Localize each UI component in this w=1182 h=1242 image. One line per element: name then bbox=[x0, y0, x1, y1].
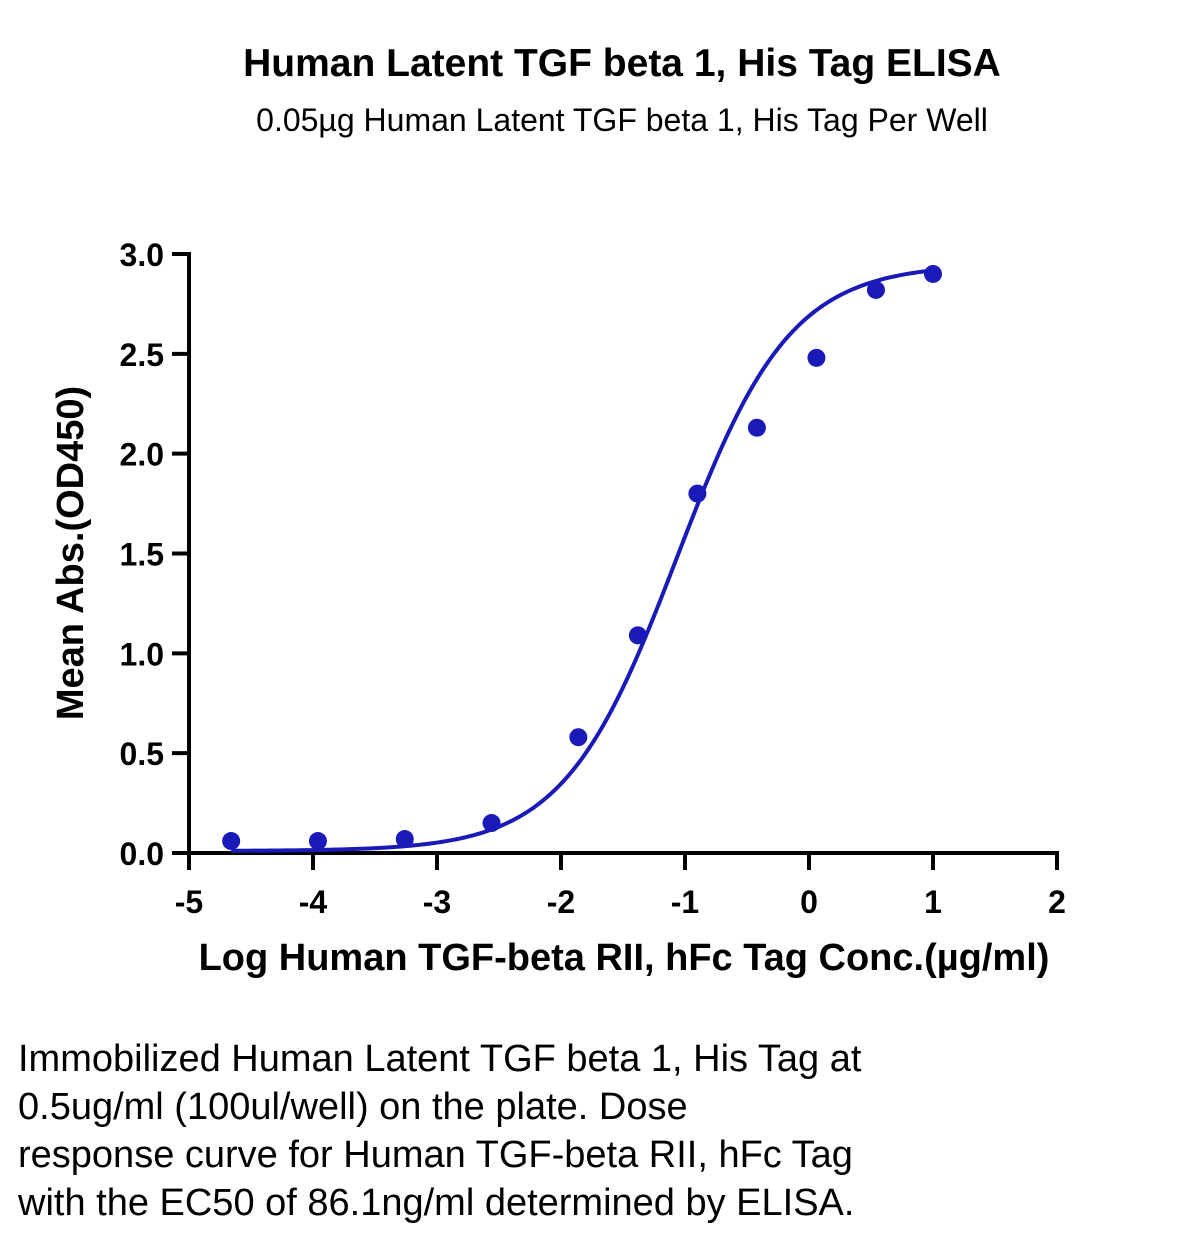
x-tick-label: -5 bbox=[175, 884, 203, 920]
chart-title: Human Latent TGF beta 1, His Tag ELISA bbox=[243, 42, 1001, 85]
x-tick-label: -1 bbox=[671, 884, 699, 920]
data-points-layer bbox=[222, 264, 942, 851]
y-axis-label: Mean Abs.(OD450) bbox=[50, 386, 92, 720]
data-point bbox=[222, 832, 241, 851]
y-tick-label: 2.5 bbox=[120, 337, 164, 373]
x-tick-label: 2 bbox=[1048, 884, 1066, 920]
fit-curve-layer bbox=[231, 268, 934, 853]
y-tick-label: 0.5 bbox=[120, 736, 164, 772]
y-tick-label: 1.0 bbox=[120, 636, 164, 672]
x-axis-label: Log Human TGF-beta RII, hFc Tag Conc.(µg… bbox=[199, 937, 1050, 979]
y-tick-label: 2.0 bbox=[120, 437, 164, 473]
chart-subtitle: 0.05µg Human Latent TGF beta 1, His Tag … bbox=[256, 102, 988, 138]
caption-line: Immobilized Human Latent TGF beta 1, His… bbox=[18, 1038, 862, 1080]
data-point bbox=[747, 418, 766, 437]
data-point bbox=[688, 484, 707, 503]
y-tick-label: 1.5 bbox=[120, 537, 164, 573]
data-point bbox=[628, 626, 647, 645]
data-point bbox=[807, 348, 826, 367]
caption-line: 0.5ug/ml (100ul/well) on the plate. Dose bbox=[18, 1086, 688, 1128]
data-point bbox=[395, 830, 414, 849]
data-point bbox=[569, 728, 588, 747]
x-tick-label: -4 bbox=[299, 884, 328, 920]
data-point bbox=[866, 280, 885, 299]
data-point bbox=[924, 264, 942, 283]
elisa-chart: 0.0 0.5 1.0 1.5 2.0 2.5 3.0 -5 -4 -3 -2 -1 0 1 2 Log H… bbox=[50, 237, 1066, 979]
y-tick-label: 3.0 bbox=[120, 237, 164, 273]
caption-line: with the EC50 of 86.1ng/ml determined by… bbox=[18, 1182, 855, 1224]
caption-line: response curve for Human TGF-beta RII, h… bbox=[18, 1134, 853, 1176]
x-tick-label: 0 bbox=[800, 884, 818, 920]
data-point bbox=[308, 832, 327, 851]
x-tick-label: 1 bbox=[924, 884, 942, 920]
x-tick-label: -3 bbox=[423, 884, 451, 920]
y-tick-label: 0.0 bbox=[120, 836, 164, 872]
data-point bbox=[482, 814, 501, 833]
figure-caption: Immobilized Human Latent TGF beta 1, His… bbox=[18, 1035, 1158, 1227]
axes: 0.0 0.5 1.0 1.5 2.0 2.5 3.0 -5 -4 -3 -2 -1 0 1 2 bbox=[120, 237, 1066, 920]
fit-curve bbox=[231, 268, 934, 853]
x-tick-label: -2 bbox=[547, 884, 575, 920]
